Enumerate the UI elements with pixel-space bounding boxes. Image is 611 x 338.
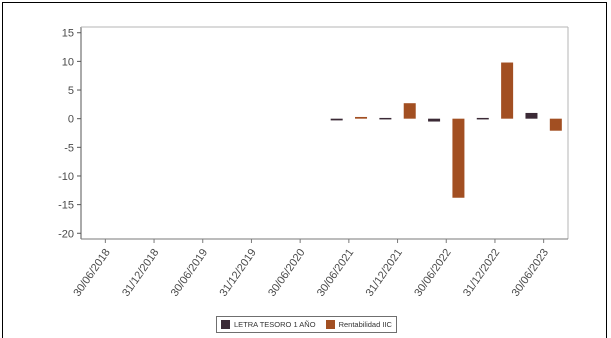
bar-letra-tesoro xyxy=(476,117,489,120)
legend-swatch-letra-tesoro xyxy=(221,320,230,329)
bar-rentabilidad xyxy=(452,118,465,198)
bar-letra-tesoro xyxy=(379,117,392,120)
x-tick-label: 30/06/2018 xyxy=(71,247,112,299)
y-tick-label: -15 xyxy=(58,200,74,212)
bar-letra-tesoro xyxy=(525,112,538,119)
legend-item-rentabilidad: Rentabilidad IIC xyxy=(325,320,392,329)
bar-rentabilidad xyxy=(549,118,562,131)
bar-rentabilidad xyxy=(355,116,368,119)
x-tick-label: 30/06/2021 xyxy=(315,247,356,299)
legend-swatch-rentabilidad xyxy=(325,320,335,329)
y-tick-label: 5 xyxy=(68,85,74,97)
x-tick-label: 31/12/2021 xyxy=(364,247,405,299)
y-tick-label: -10 xyxy=(58,171,74,183)
y-tick-label: -5 xyxy=(64,142,74,154)
legend-label-letra-tesoro: LETRA TESORO 1 AÑO xyxy=(234,320,316,329)
x-tick-label: 30/06/2022 xyxy=(412,247,453,299)
bar-letra-tesoro xyxy=(330,118,343,121)
bar-rentabilidad xyxy=(501,62,514,119)
x-tick-label: 30/06/2019 xyxy=(169,247,210,299)
chart-legend: LETRA TESORO 1 AÑO Rentabilidad IIC xyxy=(216,316,397,333)
legend-label-rentabilidad: Rentabilidad IIC xyxy=(338,320,392,329)
x-tick-label: 31/12/2022 xyxy=(461,247,502,299)
y-tick-label: 0 xyxy=(68,114,74,126)
y-tick-label: 15 xyxy=(62,28,74,40)
bar-rentabilidad xyxy=(403,103,416,119)
x-tick-label: 31/12/2019 xyxy=(217,247,258,299)
y-tick-label: 10 xyxy=(62,56,74,68)
x-tick-label: 31/12/2018 xyxy=(120,247,161,299)
legend-item-letra-tesoro: LETRA TESORO 1 AÑO xyxy=(221,320,316,329)
y-tick-label: -20 xyxy=(58,228,74,240)
bar-letra-tesoro xyxy=(428,118,441,122)
x-tick-label: 30/06/2020 xyxy=(266,247,307,299)
x-tick-label: 30/06/2023 xyxy=(510,247,551,299)
